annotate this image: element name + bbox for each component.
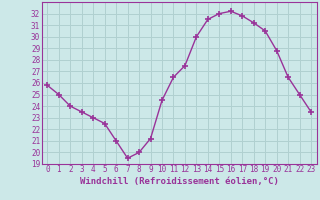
X-axis label: Windchill (Refroidissement éolien,°C): Windchill (Refroidissement éolien,°C) xyxy=(80,177,279,186)
